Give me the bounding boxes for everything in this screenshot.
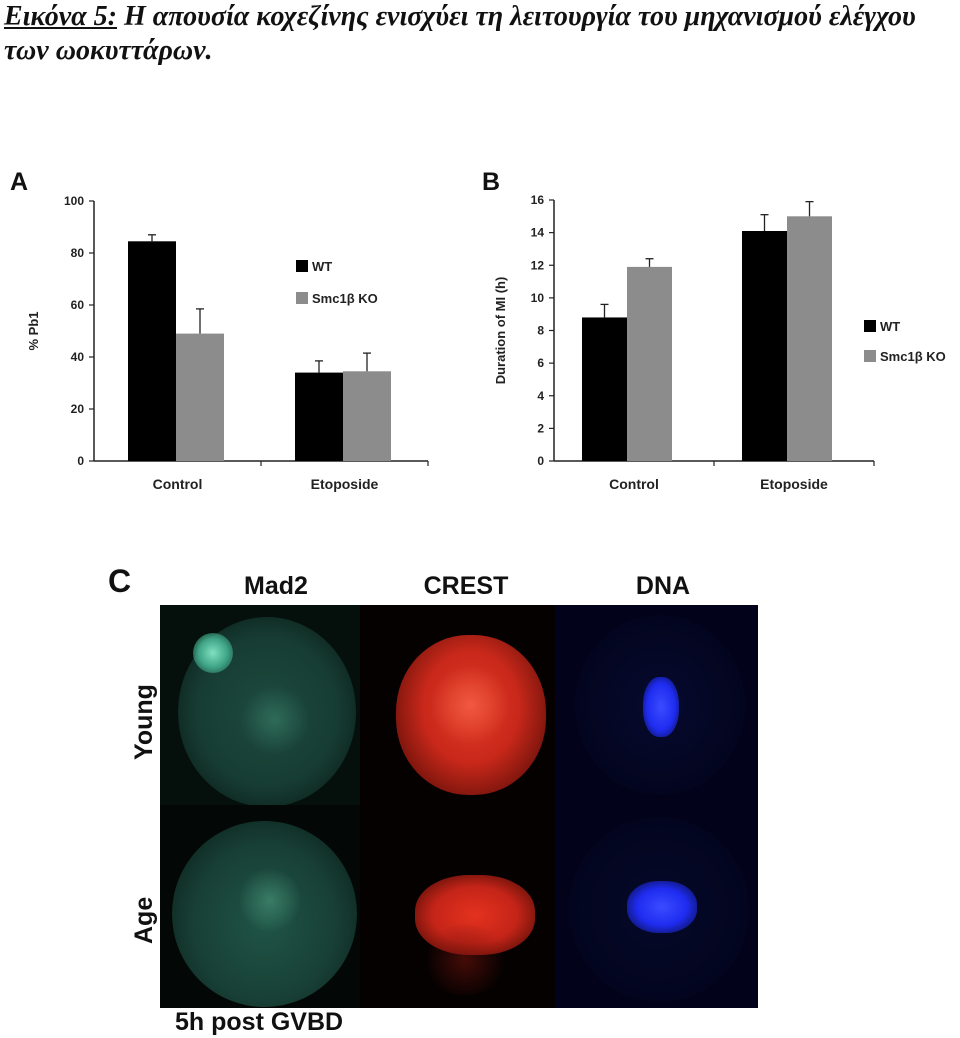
micrograph-age-dna	[555, 805, 758, 1008]
y-tick-label: 80	[71, 246, 85, 260]
chart-b-mi-duration: 0 2 4 6 8 10 12 14 16 Control Etoposide Duration of…	[493, 193, 946, 492]
bar	[582, 317, 627, 461]
legend-swatch	[864, 320, 876, 332]
legend-label: Smc1β KO	[312, 291, 378, 306]
y-tick-label: 12	[531, 258, 545, 272]
micrograph-young-mad2	[160, 605, 360, 805]
figure-caption-label: Εικόνα 5:	[4, 1, 117, 32]
micrograph-young-crest	[360, 605, 555, 805]
micrograph-age-crest	[360, 805, 555, 1008]
legend-swatch	[864, 350, 876, 362]
x-category-label: Control	[609, 476, 659, 492]
panel-b-letter: B	[482, 168, 501, 196]
micrograph-grid	[160, 605, 758, 1008]
y-tick-label: 60	[71, 298, 85, 312]
micrograph-footer: 5h post GVBD	[175, 1008, 344, 1036]
column-header-crest: CREST	[423, 572, 509, 600]
column-header-dna: DNA	[635, 572, 691, 600]
row-header-young: Young	[130, 684, 158, 760]
y-tick-label: 0	[537, 454, 544, 468]
chart-a-pb1: 0 20 40 60 80 100 Control Etoposide % Pb1 WT Smc1β…	[26, 194, 429, 492]
y-axis-label: % Pb1	[26, 311, 41, 350]
x-category-label: Etoposide	[760, 476, 828, 492]
legend-swatch	[296, 260, 308, 272]
y-tick-label: 20	[71, 402, 85, 416]
y-tick-label: 0	[77, 454, 84, 468]
figure-caption: Εικόνα 5: Η απουσία κοχεζίνης ενισχύει τ…	[4, 0, 954, 68]
panel-c-letter: C	[108, 563, 132, 599]
legend-label: WT	[880, 319, 900, 334]
x-category-label: Control	[153, 476, 203, 492]
bar	[128, 241, 176, 461]
y-tick-label: 40	[71, 350, 85, 364]
x-category-label: Etoposide	[311, 476, 379, 492]
y-tick-label: 4	[537, 389, 544, 403]
legend-label: WT	[312, 259, 332, 274]
legend-swatch	[296, 292, 308, 304]
y-tick-label: 8	[537, 324, 544, 338]
figure-caption-text: Η απουσία κοχεζίνης ενισχύει τη λειτουργ…	[4, 1, 916, 66]
bar	[343, 371, 391, 461]
column-header-mad2: Mad2	[244, 572, 308, 600]
y-tick-label: 16	[531, 193, 545, 207]
micrograph-young-dna	[555, 605, 758, 805]
y-tick-label: 14	[531, 226, 545, 240]
legend-label: Smc1β KO	[880, 349, 946, 364]
bar	[742, 230, 787, 461]
bar	[295, 372, 343, 461]
row-header-age: Age	[130, 896, 158, 944]
bar	[627, 266, 672, 461]
bar	[176, 333, 224, 461]
bar	[787, 216, 832, 461]
y-tick-label: 2	[537, 421, 544, 435]
y-tick-label: 10	[531, 291, 545, 305]
panel-a-letter: A	[10, 168, 29, 196]
y-axis-label: Duration of MI (h)	[493, 277, 508, 385]
micrograph-age-mad2	[160, 805, 360, 1008]
y-tick-label: 6	[537, 356, 544, 370]
y-tick-label: 100	[64, 194, 84, 208]
